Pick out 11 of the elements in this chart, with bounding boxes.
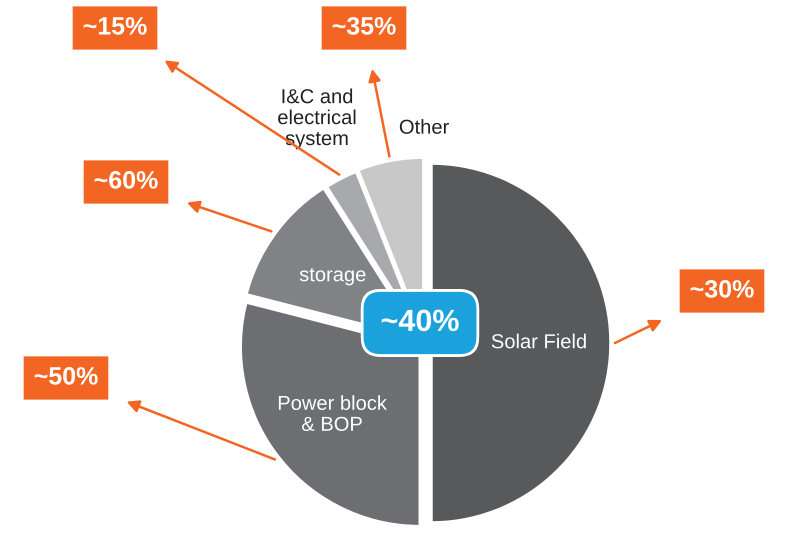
slice-label: Other (400, 119, 449, 134)
slice-label: Solar Field (492, 334, 586, 348)
text: ~15% (84, 17, 147, 35)
slice-label: I&C and electrical system (278, 88, 356, 150)
text: ~40% (382, 310, 459, 332)
text: ~30% (690, 280, 754, 298)
text: ~50% (34, 367, 98, 385)
slice-label: Power block & BOP (278, 395, 387, 431)
text: ~60% (94, 171, 158, 189)
text: ~35% (332, 17, 396, 35)
slice-label: storage (300, 268, 366, 286)
